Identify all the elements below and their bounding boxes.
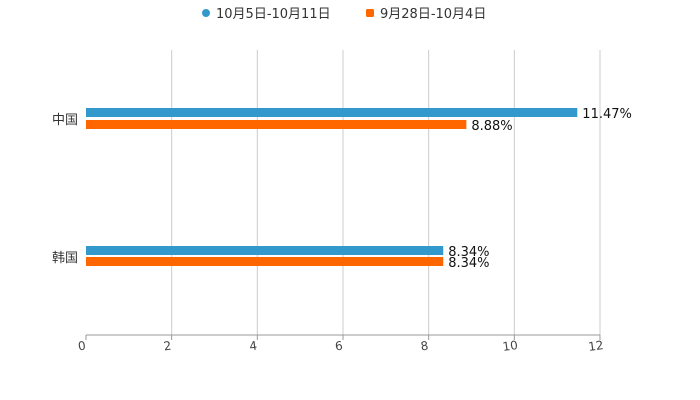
x-tick-label: 6: [334, 339, 344, 354]
x-tick-label: 4: [248, 339, 258, 354]
legend: 10月5日-10月11日 9月28日-10月4日: [202, 7, 486, 22]
bars: 11.47% 8.88% 8.34%8.34%: [86, 107, 632, 271]
legend-marker: [366, 9, 374, 17]
x-tick-label: 10: [502, 338, 519, 354]
legend-label: 9月28日-10月4日: [380, 7, 486, 22]
x-tick-label: 8: [420, 339, 430, 354]
data-label: 8.34%: [448, 245, 489, 260]
data-label: 11.47%: [582, 107, 632, 122]
bar: [86, 108, 578, 117]
category-label: 韩国: [52, 251, 78, 266]
legend-marker: [202, 9, 210, 17]
grid: [171, 50, 601, 335]
x-tick-label: 12: [587, 338, 604, 354]
x-tick-label: 2: [163, 339, 173, 354]
bar: [86, 246, 444, 255]
bar: [86, 257, 444, 266]
x-tick-label: 0: [77, 339, 87, 354]
category-label: 中国: [52, 113, 78, 128]
data-label: 8.88%: [471, 119, 512, 134]
data-label: 8.34%: [448, 256, 489, 271]
bar: [86, 120, 467, 129]
x-axis: 0 2 4 6 8 10 12: [77, 334, 604, 354]
legend-label: 10月5日-10月11日: [216, 7, 331, 22]
